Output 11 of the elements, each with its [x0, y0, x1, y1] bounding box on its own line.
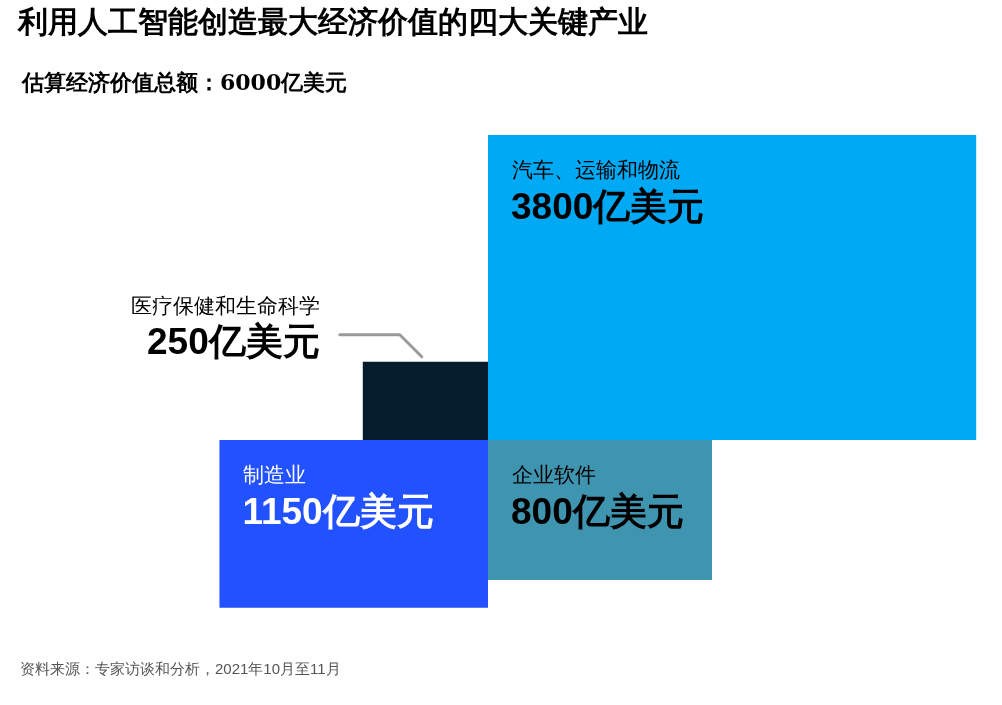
text: 利用人工智能创造最大经济价值的四大关键产业 — [17, 4, 648, 39]
text: 资料来源：专家访谈和分析，2021年10月至11月 — [20, 660, 341, 677]
data-label: 800亿美元 — [511, 491, 684, 532]
category-label: 企业软件 — [512, 463, 596, 487]
data-label: 1150亿美元 — [242, 491, 434, 532]
category-label: 医疗保健和生命科学 — [130, 293, 320, 318]
data-label: 250亿美元 — [147, 320, 320, 362]
category-label: 制造业 — [243, 463, 307, 487]
text: 估算经济价值总额：6000亿美元 — [21, 69, 348, 95]
data-label: 3800亿美元 — [511, 185, 705, 227]
category-label: 汽车、运输和物流 — [512, 157, 680, 182]
